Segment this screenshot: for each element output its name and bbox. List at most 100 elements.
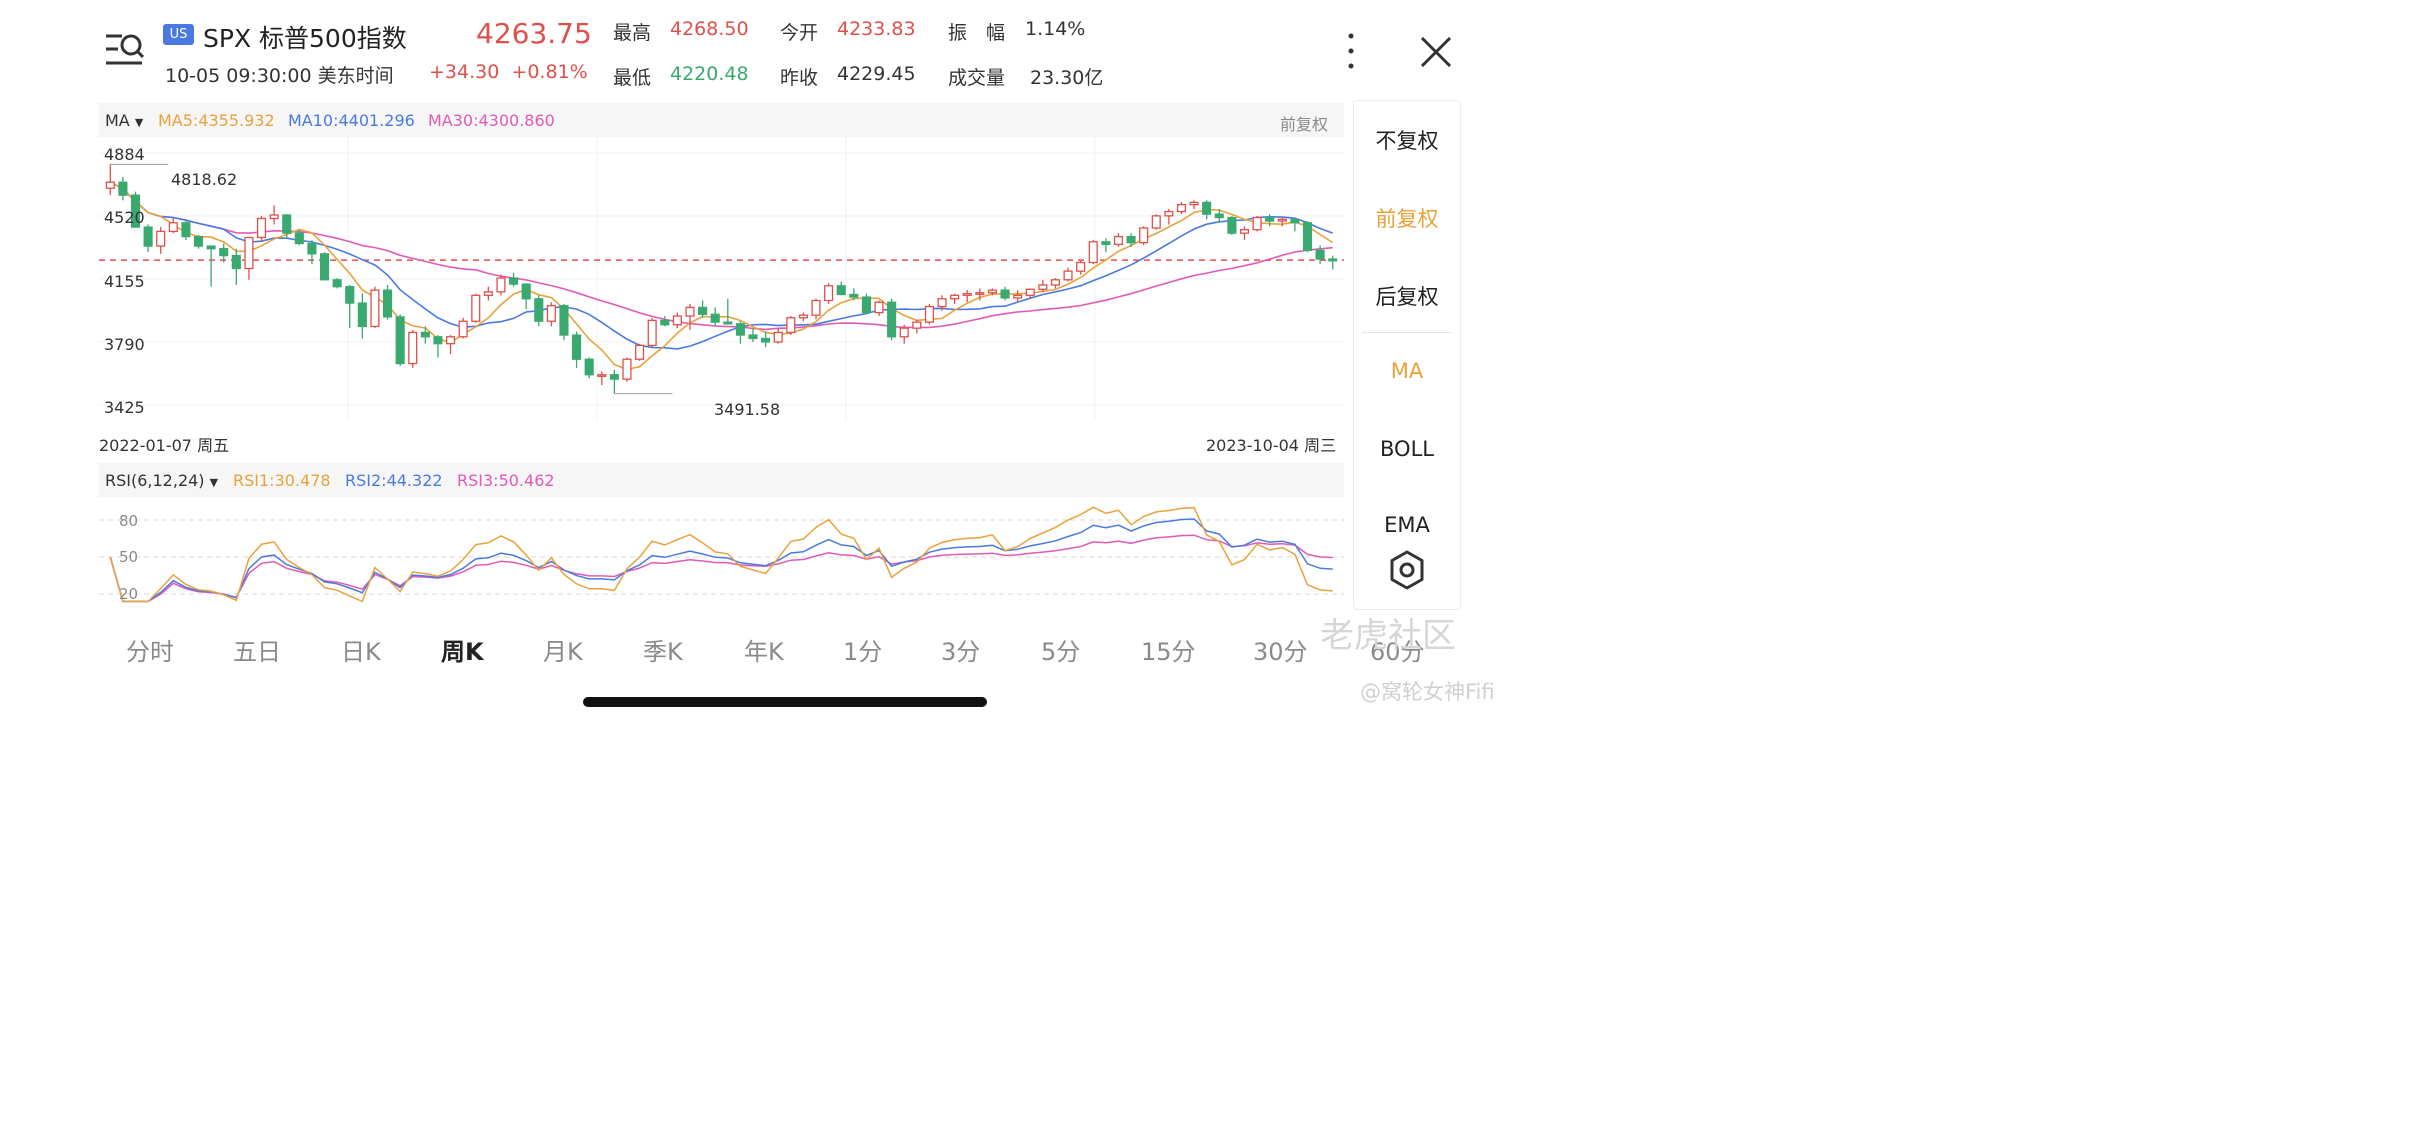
indicator-boll-option[interactable]: BOLL (1380, 437, 1434, 461)
candlestick-chart[interactable] (99, 137, 1344, 421)
stat-low-value: 4220.48 (670, 63, 749, 85)
candle-body (1189, 201, 1199, 206)
stat-high-value: 4268.50 (670, 18, 749, 40)
candle-body (370, 289, 380, 328)
indicator-ema-option[interactable]: EMA (1384, 513, 1430, 535)
candle-body (118, 181, 128, 196)
tab-1min[interactable]: 1分 (843, 638, 883, 666)
candle-body (887, 301, 897, 338)
candle-body (723, 321, 733, 325)
price-change: +34.30 +0.81% (429, 61, 588, 83)
tab-3min[interactable]: 3分 (941, 638, 981, 666)
candle-body (1038, 284, 1048, 290)
stat-volume-label: 成交量 (948, 67, 1006, 89)
candle-body (345, 286, 355, 304)
start-date-label: 2022-01-07 周五 (99, 436, 230, 455)
candle-body (975, 292, 985, 295)
tab-weekly-k[interactable]: 周K (441, 638, 484, 666)
stat-open-label: 今开 (780, 22, 819, 44)
caret-down-icon: ▼ (134, 116, 144, 129)
tab-quarterly-k[interactable]: 季K (643, 638, 683, 666)
ma10-line (109, 181, 1333, 350)
rsi-level-label: 50 (119, 548, 139, 566)
candle-body (483, 291, 493, 296)
rsi-indicator-bar (99, 463, 1344, 497)
candle-body (1277, 218, 1287, 222)
candle-body (735, 323, 745, 336)
candles (105, 164, 1338, 394)
ma-selector-label: MA (105, 111, 130, 130)
candle-body (105, 181, 115, 189)
candle-body (773, 331, 783, 343)
ma30-line (109, 181, 1333, 331)
candle-body (647, 319, 657, 347)
candle-body (1252, 216, 1262, 231)
stat-low-label: 最低 (613, 67, 652, 89)
adjust-backward-option[interactable]: 后复权 (1375, 285, 1439, 309)
candle-body (332, 279, 342, 288)
adjust-none-option[interactable]: 不复权 (1375, 129, 1439, 153)
adjust-forward-option[interactable]: 前复权 (1375, 207, 1439, 231)
candle-body (1126, 235, 1136, 244)
candle-body (584, 358, 594, 376)
rsi-chart[interactable] (99, 500, 1344, 608)
candle-body (408, 331, 418, 365)
search-menu-icon[interactable] (104, 30, 144, 70)
side-panel: 不复权 前复权 后复权 MA BOLL EMA (1353, 100, 1461, 610)
candle-body (761, 337, 771, 343)
ma5-line (109, 181, 1334, 371)
stat-prevclose-value: 4229.45 (837, 63, 916, 85)
tab-monthly-k[interactable]: 月K (543, 638, 583, 666)
candle-body (546, 305, 556, 322)
tab-15min[interactable]: 15分 (1141, 638, 1196, 666)
candle-body (899, 327, 909, 338)
gear-icon[interactable] (1386, 549, 1428, 591)
candle-body (597, 374, 607, 377)
candle-body (294, 232, 304, 245)
candle-body (496, 277, 506, 293)
candle-body (219, 248, 229, 257)
candle-body (307, 242, 317, 255)
candle-body (1076, 261, 1086, 272)
chart-annotations (110, 163, 673, 395)
candle-body (962, 292, 972, 296)
caret-down-icon: ▼ (209, 476, 219, 489)
candle-body (1101, 241, 1111, 246)
tab-daily-k[interactable]: 日K (341, 638, 381, 666)
candle-body (698, 306, 708, 315)
candle-body (559, 305, 569, 336)
candle-body (635, 344, 645, 360)
candle-body (798, 314, 808, 319)
more-vertical-icon[interactable] (1342, 30, 1360, 72)
tab-intraday[interactable]: 分时 (126, 638, 174, 666)
candle-body (521, 283, 531, 300)
candle-body (244, 236, 254, 270)
candle-body (874, 301, 884, 314)
moving-average-lines (109, 181, 1334, 371)
tab-5min[interactable]: 5分 (1041, 638, 1081, 666)
rsi-level-label: 20 (119, 585, 139, 603)
candle-body (269, 214, 279, 220)
candle-body (1214, 213, 1224, 219)
candle-body (786, 317, 796, 334)
rsi-selector[interactable]: RSI(6,12,24) ▼ (105, 471, 218, 490)
tab-five-day[interactable]: 五日 (233, 638, 281, 666)
candle-body (156, 230, 166, 247)
tab-yearly-k[interactable]: 年K (744, 638, 784, 666)
candle-body (1025, 288, 1035, 296)
adjust-mode-label[interactable]: 前复权 (1280, 115, 1329, 134)
low-price-marker: 3491.58 (714, 400, 781, 419)
candle-body (924, 305, 934, 323)
stat-prevclose-label: 昨收 (780, 67, 819, 89)
candle-body (836, 285, 846, 296)
candle-body (130, 194, 141, 228)
candle-body (319, 253, 330, 281)
close-icon[interactable] (1418, 34, 1454, 70)
tab-30min[interactable]: 30分 (1253, 638, 1308, 666)
ma-selector[interactable]: MA ▼ (105, 111, 143, 130)
y-tick-label: 4520 (104, 208, 145, 227)
candle-body (206, 245, 216, 250)
indicator-ma-option[interactable]: MA (1390, 359, 1424, 383)
tab-60min[interactable]: 60分 (1370, 638, 1425, 666)
candle-body (950, 294, 960, 300)
